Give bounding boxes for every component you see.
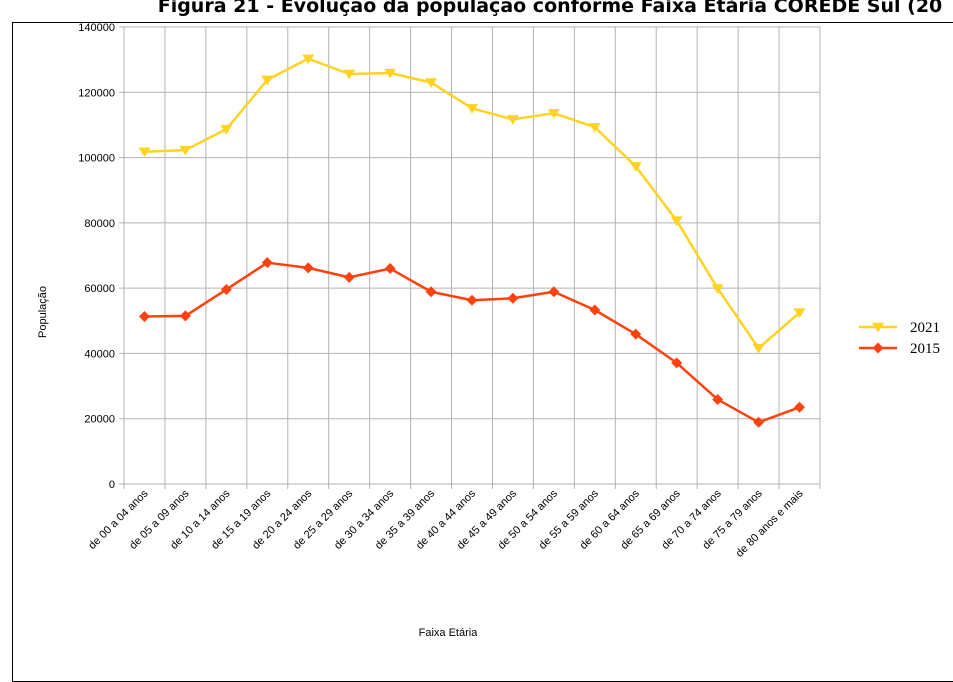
data-point-2015 (794, 401, 806, 413)
data-point-2021 (138, 147, 151, 158)
data-point-2021 (506, 115, 519, 125)
data-point-2021 (547, 108, 560, 119)
y-tick-labels: 0 20000 40000 60000 80000 100000 120000 140000 (78, 22, 115, 491)
grid-lines (123, 26, 821, 485)
data-point-2021 (466, 104, 478, 114)
data-point-2015 (138, 311, 150, 323)
axes (119, 26, 821, 489)
data-point-2021 (588, 123, 601, 133)
legend-marker-2015 (872, 342, 884, 354)
data-point-2021 (629, 162, 642, 172)
data-point-2021 (343, 69, 356, 80)
data-point-2015 (179, 310, 191, 322)
data-point-2021 (793, 308, 806, 319)
figure-title: Figura 21 - Evolução da população confor… (157, 0, 943, 17)
legend: 2021 2015 (859, 320, 940, 357)
data-point-2015 (671, 357, 683, 369)
data-point-2015 (261, 257, 273, 269)
line-chart: 020000400006000080000100000120000140000 … (37, 22, 940, 639)
data-point-2015 (466, 294, 478, 306)
x-axis-label: Faixa Etária (419, 627, 479, 639)
data-point-2015 (712, 393, 724, 405)
y-tick-label: 20000 (84, 414, 115, 426)
legend-label-2021: 2021 (910, 320, 940, 336)
data-point-2015 (384, 263, 396, 275)
data-point-2021 (179, 145, 192, 156)
legend-marker-2021 (872, 322, 884, 333)
data-point-2015 (589, 304, 601, 316)
data-point-2021 (261, 75, 274, 86)
data-point-2015 (507, 292, 519, 304)
data-point-2015 (548, 286, 560, 298)
legend-label-2015: 2015 (910, 341, 940, 357)
data-point-2021 (220, 124, 233, 135)
series-line-2015 (144, 261, 800, 424)
y-tick-label: 140000 (78, 22, 115, 34)
data-point-2015 (302, 262, 314, 274)
data-point-2021 (384, 68, 397, 79)
data-point-2021 (670, 216, 683, 226)
y-tick-label: 40000 (84, 348, 115, 360)
y-tick-label: 120000 (78, 87, 115, 99)
data-point-2015 (343, 271, 355, 283)
y-axis-label: População (37, 286, 49, 338)
y-tick-label: 100000 (78, 153, 115, 165)
series-markers (138, 54, 806, 428)
y-tick-label: 80000 (84, 218, 115, 230)
data-point-2015 (425, 286, 437, 298)
data-point-2021 (752, 344, 765, 354)
data-point-2015 (753, 416, 765, 428)
data-point-2015 (220, 283, 232, 295)
data-point-2021 (302, 54, 315, 65)
data-point-2015 (630, 328, 642, 340)
y-tick-label: 60000 (84, 283, 115, 295)
data-point-2021 (425, 78, 438, 88)
data-point-2021 (711, 284, 724, 294)
y-tick-label: 0 (109, 479, 115, 491)
